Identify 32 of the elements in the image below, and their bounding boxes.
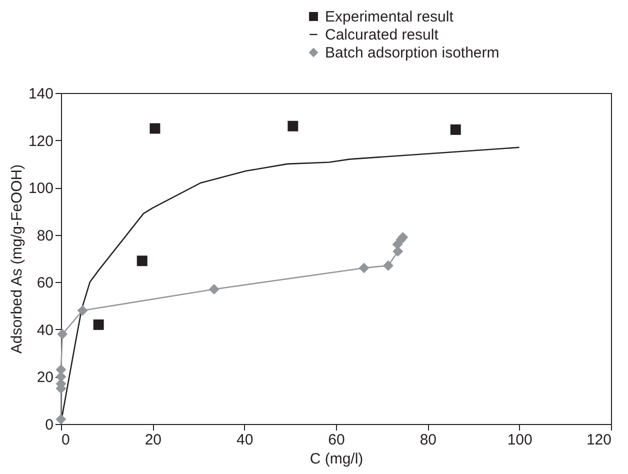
y-tick-label: 0 <box>45 416 54 434</box>
x-axis-title: C (mg/l) <box>310 450 364 468</box>
point <box>136 256 148 266</box>
x-tick-label: 80 <box>420 432 437 448</box>
point <box>150 123 160 134</box>
y-tick-label: 60 <box>36 274 54 292</box>
point <box>288 120 298 132</box>
point <box>208 284 220 294</box>
point <box>57 328 68 340</box>
point <box>93 319 104 330</box>
point <box>450 124 461 135</box>
y-tick-label: 120 <box>28 132 54 150</box>
x-tick-label: 40 <box>236 432 254 448</box>
legend-label: Batch adsorption isotherm <box>325 44 500 62</box>
y-tick-label: 80 <box>36 227 54 244</box>
y-axis-title: Adsorbed As (mg/g-FeOOH) <box>8 164 26 354</box>
point <box>77 305 88 316</box>
point <box>392 246 404 257</box>
y-tick-label: 100 <box>28 180 54 198</box>
point <box>358 262 370 274</box>
y-tick-label: 20 <box>36 369 54 386</box>
point <box>383 260 394 271</box>
x-tick-label: 0 <box>62 432 70 448</box>
point <box>56 364 66 375</box>
y-tick-label: 140 <box>28 86 54 102</box>
legend-label: Calcurated result <box>325 26 440 44</box>
legend-label: Experimental result <box>325 8 454 26</box>
y-tick-label: 40 <box>36 322 54 339</box>
x-tick-label: 100 <box>507 432 532 448</box>
x-tick-label: 20 <box>144 432 162 448</box>
x-tick-label: 60 <box>328 432 345 448</box>
x-tick-label: 120 <box>586 432 612 448</box>
